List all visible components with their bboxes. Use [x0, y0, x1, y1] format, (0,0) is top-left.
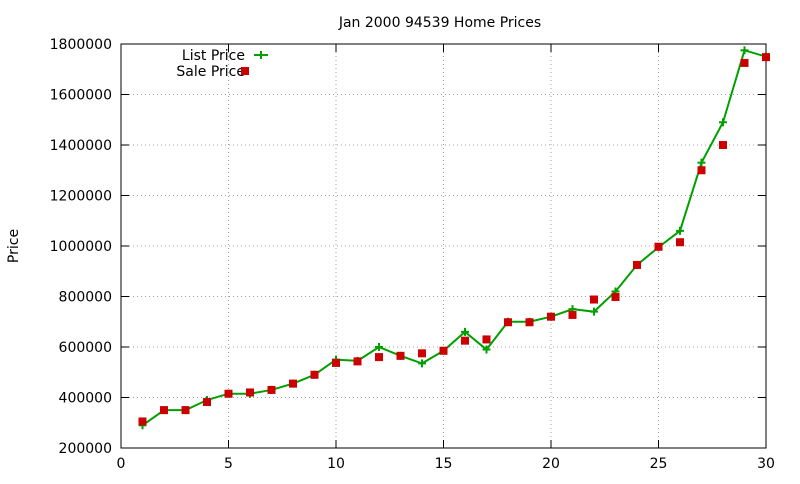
sale-price-point [224, 389, 233, 398]
sale-price-point [246, 388, 254, 397]
sale-price-point [525, 318, 534, 327]
sale-price-point [267, 385, 276, 394]
sale-price-point [461, 336, 469, 345]
legend-swatch-marker [241, 67, 249, 75]
list-price-point [418, 359, 426, 368]
y-tick-label: 200000 [59, 441, 112, 457]
sale-price-point [654, 242, 663, 251]
sale-price-point [138, 417, 147, 426]
x-tick-label: 15 [435, 456, 453, 472]
sale-price-point [289, 379, 297, 388]
legend-label: List Price [182, 48, 245, 64]
y-tick-label: 400000 [59, 391, 112, 407]
x-tick-label: 25 [650, 456, 668, 472]
y-axis-label: Price [6, 229, 22, 263]
x-tick-label: 30 [757, 456, 775, 472]
x-tick-label: 5 [224, 456, 233, 472]
list-price-point [676, 226, 684, 235]
sale-price-point [332, 358, 340, 367]
sale-price-point [547, 312, 555, 321]
y-tick-label: 1800000 [50, 37, 112, 53]
y-tick-label: 1400000 [50, 138, 112, 154]
sale-price-point [203, 398, 211, 407]
sale-price-point [181, 406, 190, 415]
x-tick-label: 0 [117, 456, 126, 472]
sale-price-point [568, 310, 577, 319]
legend-label: Sale Price [176, 64, 245, 80]
sale-price-point [439, 346, 448, 355]
sale-price-point [676, 238, 684, 247]
sale-price-point [160, 406, 168, 415]
sale-price-point [375, 353, 383, 362]
x-tick-label: 20 [542, 456, 560, 472]
sale-price-point [482, 335, 491, 344]
sale-price-point [353, 357, 362, 366]
series-list-price [138, 46, 770, 430]
y-tick-label: 1000000 [50, 239, 112, 255]
sale-price-point [418, 349, 426, 358]
sale-price-point [740, 58, 749, 67]
sale-price-point [611, 293, 620, 302]
legend-swatch-marker [257, 51, 265, 59]
sale-price-point [396, 351, 405, 360]
tick-layer: 200000 400000 600000 800000 1000000 1200000 14… [50, 37, 775, 472]
sale-price-point [504, 318, 512, 327]
grid-layer [121, 44, 766, 448]
sale-price-point [633, 260, 641, 269]
sale-price-point [719, 141, 727, 149]
list-price-point [482, 345, 491, 354]
y-tick-label: 800000 [59, 290, 112, 306]
list-price-point [375, 343, 383, 351]
y-tick-label: 1200000 [50, 189, 112, 205]
list-price-point [590, 307, 598, 316]
sale-price-point [697, 166, 706, 175]
list-price-point [697, 158, 706, 167]
list-price-point [740, 46, 749, 55]
chart-title: Jan 2000 94539 Home Prices [338, 15, 541, 31]
sale-price-point [590, 295, 598, 304]
y-tick-label: 600000 [59, 340, 112, 356]
x-tick-label: 10 [327, 456, 345, 472]
series-sale-price [138, 53, 770, 426]
list-price-point [461, 327, 469, 336]
y-tick-label: 1600000 [50, 88, 112, 104]
series-layer [138, 46, 770, 430]
sale-price-point [310, 370, 319, 379]
sale-price-point [762, 53, 770, 62]
list-price-point [719, 118, 727, 127]
list-price-line [141, 49, 767, 427]
